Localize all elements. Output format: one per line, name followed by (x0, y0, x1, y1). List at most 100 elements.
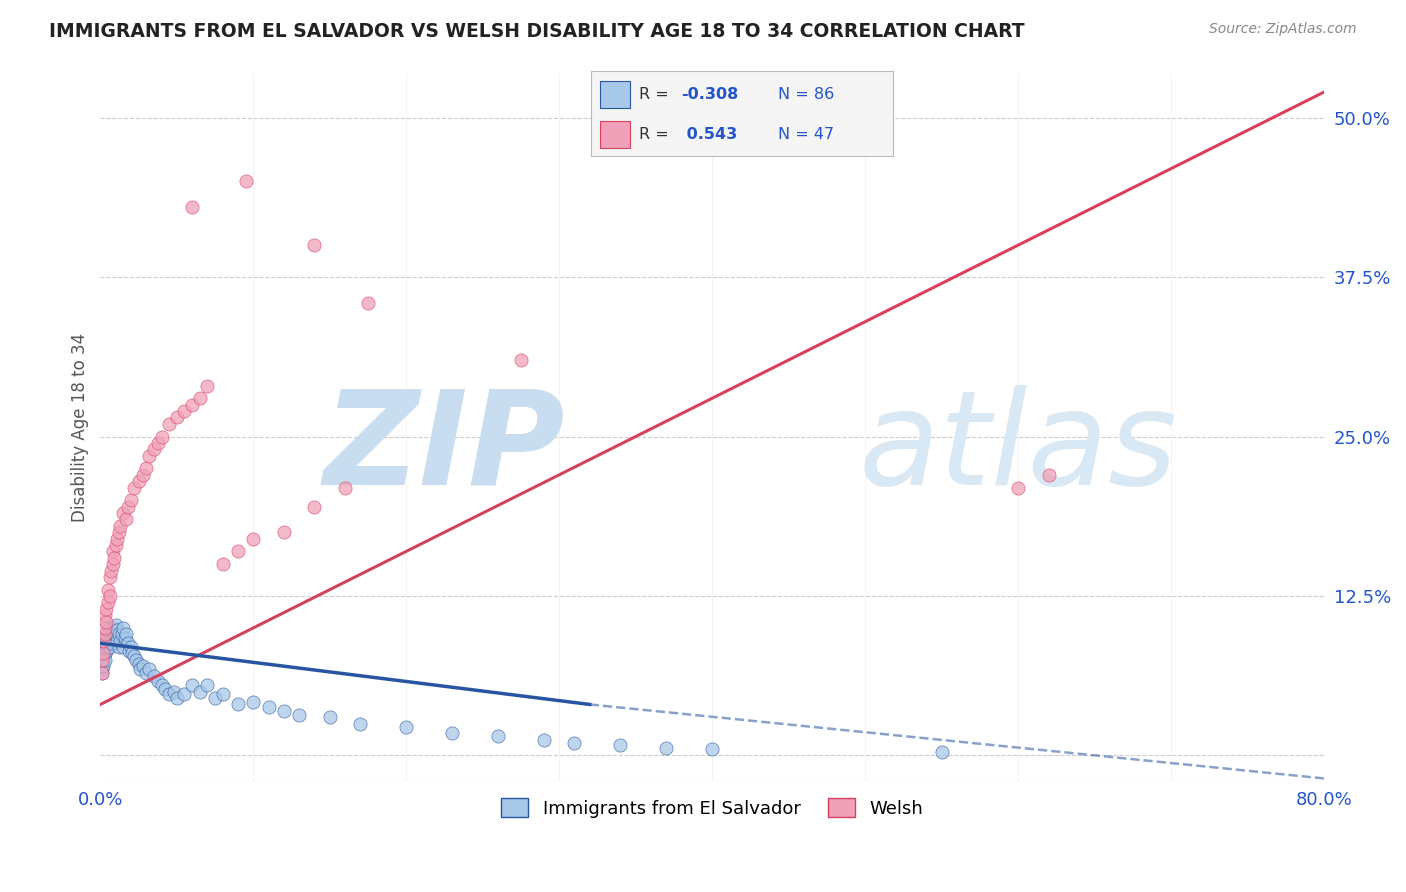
Point (93, 647, 115, 661)
Point (93, 644, 115, 658)
Point (655, 740, 678, 755)
Point (117, 636, 139, 650)
Point (226, 698, 249, 712)
Point (104, 618, 127, 632)
Bar (599, 80, 630, 108)
Point (93, 633, 115, 648)
Point (94, 621, 117, 635)
Point (441, 725, 464, 739)
Point (138, 449, 160, 463)
Legend: Immigrants from El Salvador, Welsh: Immigrants from El Salvador, Welsh (494, 791, 931, 825)
Point (94, 627, 117, 641)
Point (121, 647, 143, 661)
Point (138, 662, 160, 676)
Point (94, 636, 117, 650)
Text: IMMIGRANTS FROM EL SALVADOR VS WELSH DISABILITY AGE 18 TO 34 CORRELATION CHART: IMMIGRANTS FROM EL SALVADOR VS WELSH DIS… (49, 22, 1025, 41)
Point (349, 716, 371, 731)
Point (132, 659, 155, 673)
Point (135, 665, 157, 680)
Point (112, 640, 135, 654)
Point (90, 665, 112, 680)
Y-axis label: Disability Age 18 to 34: Disability Age 18 to 34 (72, 333, 89, 522)
Point (96, 627, 118, 641)
Point (157, 417, 180, 431)
Point (319, 710, 342, 724)
Point (90, 659, 112, 673)
Point (98, 621, 121, 635)
Point (333, 481, 356, 495)
Point (700, 742, 723, 756)
Point (93, 640, 115, 654)
Point (107, 525, 129, 540)
Point (90, 657, 112, 671)
Point (181, 678, 204, 692)
Point (110, 633, 132, 648)
Point (94, 640, 117, 654)
Text: N = 47: N = 47 (778, 127, 834, 142)
Point (304, 238, 326, 252)
Point (120, 493, 142, 508)
Point (510, 353, 533, 368)
Point (90, 665, 112, 680)
Point (128, 657, 150, 671)
Point (124, 653, 146, 667)
Point (153, 682, 176, 697)
Point (115, 512, 138, 526)
Point (93, 659, 115, 673)
Point (148, 674, 170, 689)
Point (1007, 481, 1029, 495)
Point (96, 631, 118, 645)
Point (486, 729, 509, 743)
Text: atlas: atlas (859, 384, 1178, 512)
Text: N = 86: N = 86 (778, 87, 834, 102)
Text: Source: ZipAtlas.com: Source: ZipAtlas.com (1209, 22, 1357, 37)
Point (98, 570, 121, 584)
Point (142, 669, 165, 683)
Point (357, 295, 380, 310)
Point (609, 739, 631, 753)
Point (931, 745, 953, 759)
Point (242, 532, 264, 546)
Point (94, 653, 117, 667)
Point (111, 627, 134, 641)
Point (93, 647, 115, 661)
Text: R =: R = (638, 127, 673, 142)
Point (90, 662, 112, 676)
Point (122, 481, 145, 495)
Point (204, 691, 226, 706)
Point (129, 662, 152, 676)
Point (100, 633, 122, 648)
Text: 0.543: 0.543 (682, 127, 738, 142)
Point (98, 633, 121, 648)
Point (103, 621, 125, 635)
Point (150, 678, 173, 692)
Point (97, 624, 120, 638)
Point (181, 398, 204, 412)
Point (104, 627, 127, 641)
Point (122, 648, 145, 663)
Point (97, 595, 120, 609)
Point (101, 544, 124, 558)
Point (235, 174, 257, 188)
Point (114, 631, 136, 645)
Point (118, 644, 141, 658)
Point (96, 615, 118, 629)
Point (135, 461, 157, 475)
Point (107, 640, 129, 654)
Point (115, 627, 138, 641)
Point (103, 627, 125, 641)
Point (97, 633, 120, 648)
Point (288, 707, 311, 722)
Point (188, 684, 211, 698)
Point (100, 564, 122, 578)
Point (96, 644, 118, 658)
Point (101, 631, 124, 645)
Point (128, 474, 150, 488)
Point (150, 429, 173, 443)
Point (120, 640, 142, 654)
Point (101, 624, 124, 638)
Point (97, 627, 120, 641)
Point (90, 653, 112, 667)
Point (98, 589, 121, 603)
Point (110, 519, 132, 533)
